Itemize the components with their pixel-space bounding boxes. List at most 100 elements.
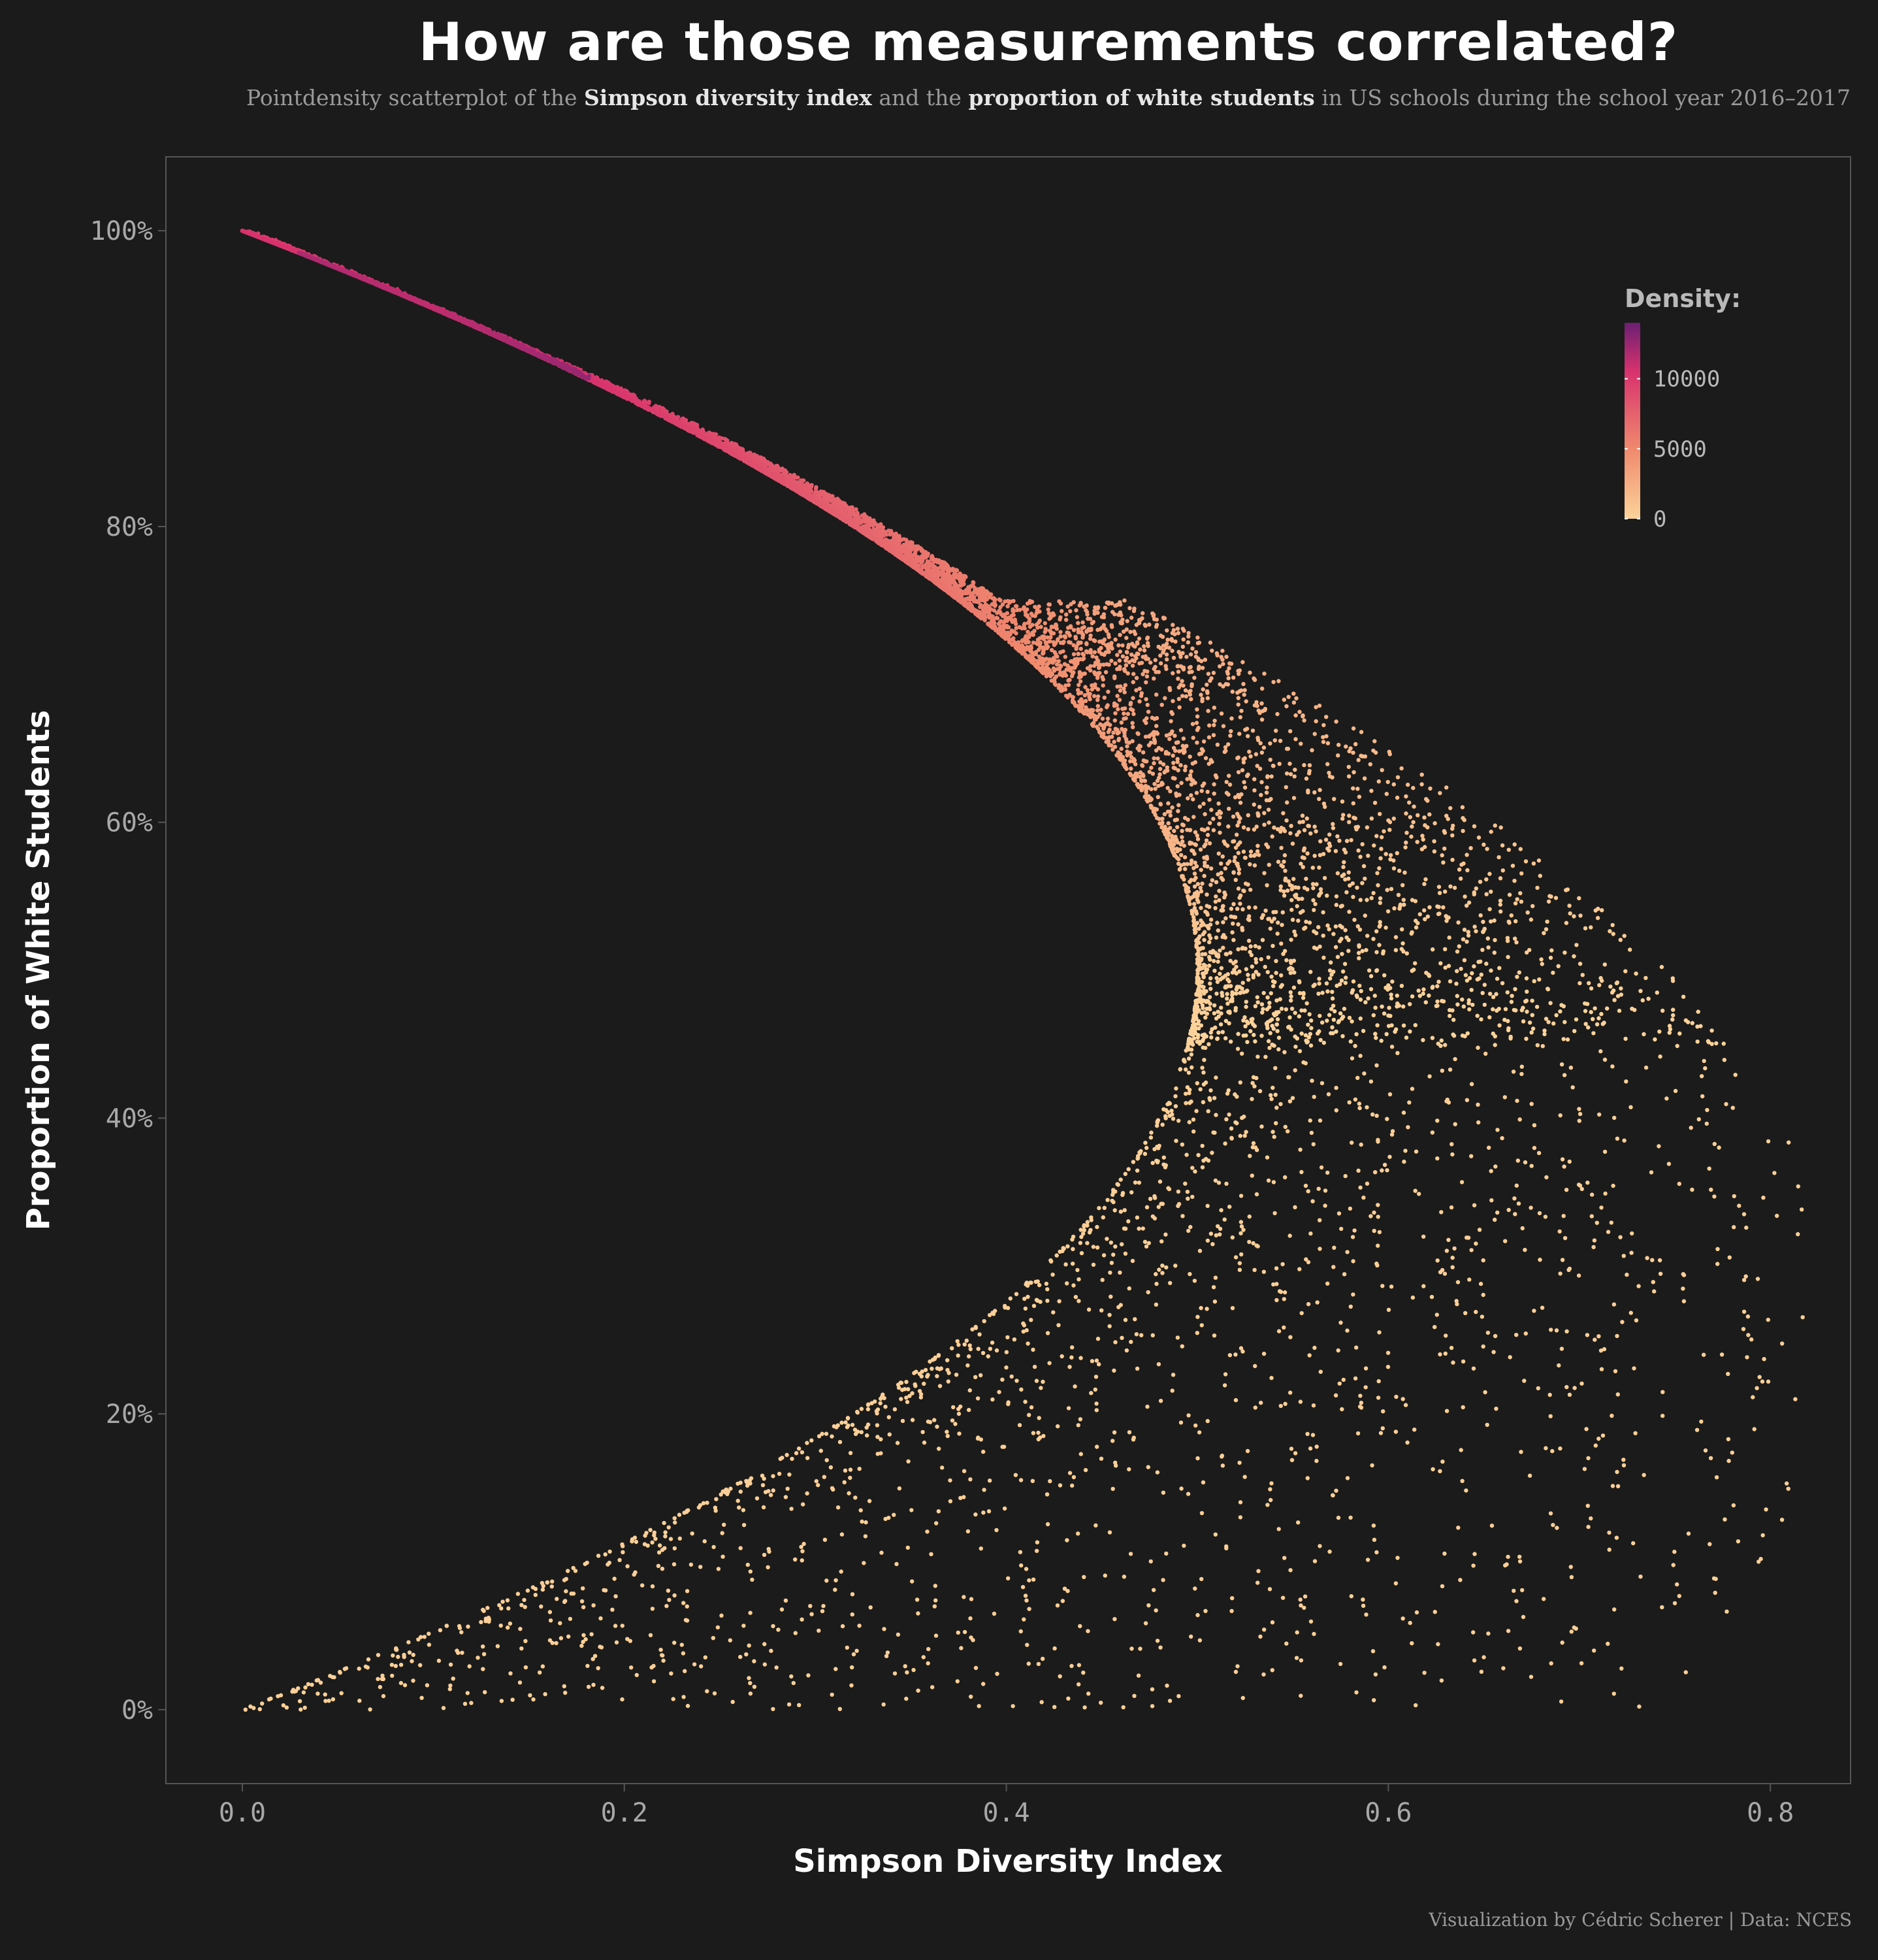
data-point (380, 1673, 385, 1678)
data-point (1110, 1439, 1115, 1443)
data-point (946, 1379, 951, 1384)
data-point (1074, 646, 1078, 651)
data-point (1569, 1629, 1574, 1634)
data-point (1099, 1701, 1103, 1705)
data-point (1301, 819, 1306, 825)
data-point (1540, 962, 1544, 966)
data-point (1357, 956, 1361, 960)
data-point (1458, 1578, 1463, 1582)
data-point (899, 1397, 903, 1401)
data-point (1289, 994, 1293, 999)
data-point (1240, 1115, 1244, 1120)
data-point (499, 1699, 504, 1703)
data-point (1610, 923, 1615, 928)
data-point (869, 1401, 874, 1405)
data-point (1213, 899, 1218, 904)
data-point (1159, 825, 1164, 830)
data-point (1566, 1267, 1571, 1273)
data-point (962, 1629, 967, 1635)
data-point (1309, 1018, 1314, 1023)
data-point (1071, 1247, 1075, 1252)
data-point (1227, 859, 1232, 864)
data-point (1118, 1303, 1124, 1307)
data-point (1487, 1015, 1492, 1020)
data-point (1731, 1503, 1736, 1508)
data-point (1120, 643, 1125, 648)
data-point (760, 1473, 765, 1478)
data-point (801, 1502, 805, 1507)
data-point (1609, 1220, 1613, 1225)
data-point (1189, 1099, 1193, 1104)
data-point (1620, 1320, 1625, 1324)
data-point (1212, 719, 1217, 723)
data-point (881, 1702, 886, 1707)
data-point (1381, 949, 1386, 954)
data-point (1312, 1559, 1318, 1563)
data-point (1208, 917, 1214, 922)
data-point (1205, 696, 1210, 700)
data-point (982, 1488, 986, 1492)
data-point (620, 1697, 624, 1702)
data-point (777, 1471, 782, 1476)
data-point (1189, 877, 1193, 883)
data-point (1657, 1029, 1662, 1034)
data-point (833, 1588, 837, 1592)
data-point (306, 1682, 311, 1686)
data-point (1127, 772, 1133, 776)
data-point (1105, 600, 1110, 605)
data-point (1290, 841, 1295, 846)
data-point (997, 1390, 1001, 1394)
data-point (1342, 872, 1346, 877)
data-point (1233, 845, 1239, 850)
data-point (1422, 1671, 1427, 1675)
data-point (1350, 988, 1355, 992)
data-point (905, 1545, 911, 1550)
data-point (1152, 781, 1157, 787)
data-point (1186, 1196, 1190, 1201)
data-point (1514, 1599, 1519, 1603)
data-point (1264, 842, 1269, 847)
data-point (1586, 1524, 1591, 1529)
data-point (1086, 1307, 1092, 1312)
data-point (932, 1604, 937, 1609)
data-point (1041, 651, 1045, 656)
data-point (868, 1605, 873, 1610)
data-point (1200, 952, 1205, 956)
data-point (954, 1373, 959, 1377)
data-point (1070, 1483, 1075, 1488)
data-point (1336, 1348, 1340, 1353)
data-point (1368, 973, 1374, 979)
data-point (1390, 979, 1395, 984)
data-point (1129, 766, 1133, 771)
data-point (1229, 1126, 1234, 1131)
data-point (1208, 923, 1213, 927)
data-point (1123, 1318, 1128, 1322)
data-point (1237, 1460, 1242, 1465)
data-point (1244, 1130, 1248, 1134)
data-point (1138, 647, 1142, 652)
data-point (1382, 1162, 1387, 1168)
data-point (1389, 996, 1394, 1001)
data-point (1079, 1250, 1084, 1256)
data-point (1493, 823, 1497, 828)
data-point (1247, 1214, 1252, 1219)
data-point (1184, 1067, 1188, 1072)
data-point (1160, 1271, 1165, 1275)
data-point (1034, 623, 1039, 627)
data-point (1303, 1183, 1308, 1188)
data-point (1262, 671, 1267, 676)
data-point (1076, 688, 1080, 693)
data-point (1523, 1331, 1528, 1336)
data-point (1612, 1115, 1617, 1120)
data-point (1514, 940, 1519, 945)
data-point (1668, 1027, 1673, 1032)
data-point (1280, 910, 1286, 915)
data-point (1274, 958, 1278, 964)
data-point (1131, 696, 1135, 700)
data-point (1520, 1588, 1525, 1593)
data-point (1355, 787, 1360, 791)
data-point (1392, 906, 1397, 911)
data-point (1452, 1246, 1457, 1251)
data-point (1274, 1010, 1279, 1015)
data-point (1043, 630, 1047, 634)
